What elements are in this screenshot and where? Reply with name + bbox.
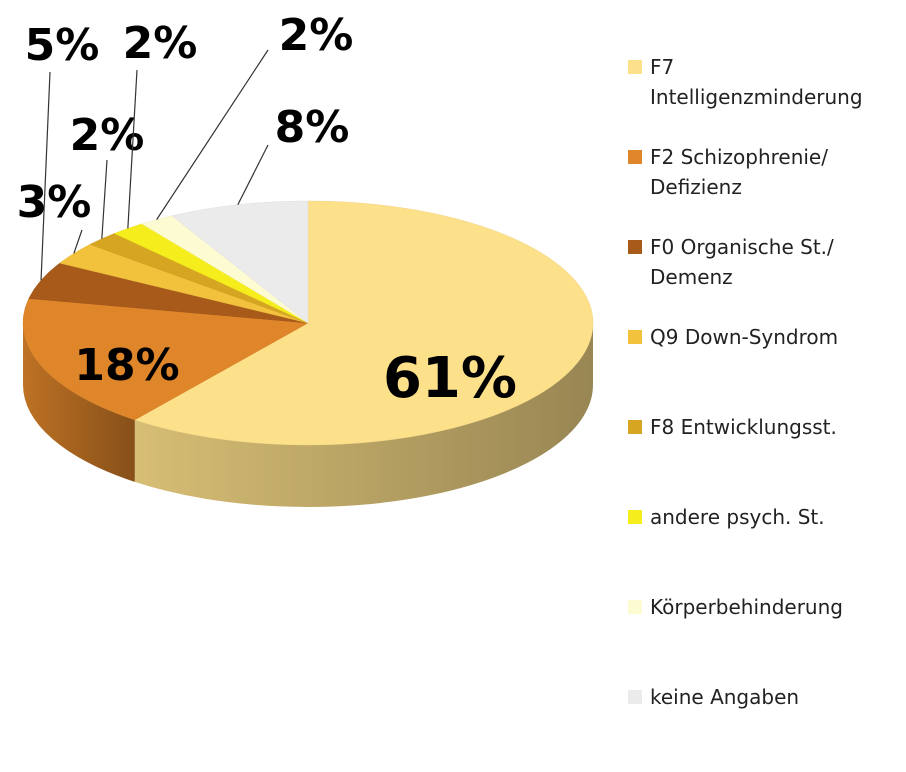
legend-item: F0 Organische St./ Demenz bbox=[628, 232, 898, 322]
leader-line bbox=[40, 71, 51, 281]
data-label: 18% bbox=[74, 340, 179, 391]
legend-swatch bbox=[628, 690, 642, 704]
data-label: 8% bbox=[275, 102, 350, 153]
legend-label: keine Angaben bbox=[650, 685, 800, 709]
leader-line bbox=[156, 49, 269, 220]
legend-item: F8 Entwicklungsst. bbox=[628, 412, 898, 502]
legend-item: Körperbehinderung bbox=[628, 592, 898, 682]
legend-item: F2 Schizophrenie/ Defizienz bbox=[628, 142, 898, 232]
data-label: 2% bbox=[123, 18, 198, 69]
legend-swatch bbox=[628, 510, 642, 524]
legend-label: F0 Organische St./ Demenz bbox=[650, 235, 834, 289]
slice bbox=[22, 298, 309, 421]
slice-side bbox=[134, 323, 593, 507]
slice bbox=[171, 200, 309, 324]
data-label: 61% bbox=[383, 346, 517, 411]
legend-swatch bbox=[628, 330, 642, 344]
legend-swatch bbox=[628, 600, 642, 614]
data-label: 3% bbox=[17, 177, 92, 228]
data-label: 2% bbox=[279, 10, 354, 61]
legend-swatch bbox=[628, 150, 642, 164]
chart: 61%18%5%3%2%2% 2%8% bbox=[17, 10, 594, 507]
legend-label: F8 Entwicklungsst. bbox=[650, 415, 837, 439]
legend-label: Q9 Down-Syndrom bbox=[650, 325, 839, 349]
legend-label: andere psych. St. bbox=[650, 505, 825, 529]
legend-item: Q9 Down-Syndrom bbox=[628, 322, 898, 412]
slice bbox=[134, 200, 594, 446]
leader-line bbox=[73, 229, 83, 254]
legend-swatch bbox=[628, 420, 642, 434]
legend-swatch bbox=[628, 240, 642, 254]
slice-side bbox=[23, 323, 135, 482]
legend-label: F7 Intelligenzminderung bbox=[650, 55, 863, 109]
legend-label: Körperbehinderung bbox=[650, 595, 843, 619]
legend-item: keine Angaben bbox=[628, 682, 898, 772]
legend-swatch bbox=[628, 60, 642, 74]
leader-line bbox=[101, 159, 108, 239]
leader-line bbox=[237, 144, 269, 206]
data-label: 5% bbox=[25, 20, 100, 71]
legend-item: F7 Intelligenzminderung bbox=[628, 52, 898, 142]
legend: F7 Intelligenzminderung F2 Schizophrenie/… bbox=[628, 52, 898, 772]
legend-item: andere psych. St. bbox=[628, 502, 898, 592]
page: 61% 18% 5% 3% 2% 2% 2% 8% F7 Intelligenzminderu… bbox=[16, 10, 863, 709]
leader-line bbox=[127, 69, 138, 229]
legend-label: F2 Schizophrenie/ Defizienz bbox=[650, 145, 828, 199]
